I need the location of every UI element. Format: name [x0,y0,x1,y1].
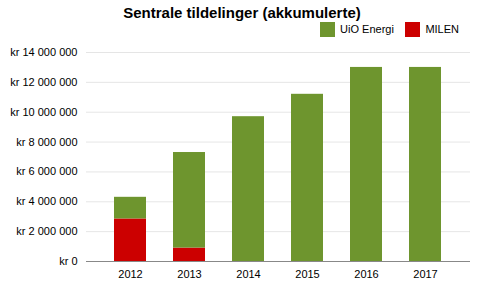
html-text:MILEN: MILEN [425,23,459,36]
svg-text:kr 4 000 000: kr 4 000 000 [16,195,77,207]
svg-text:kr 8 000 000: kr 8 000 000 [16,136,77,148]
svg-text:kr 6 000 000: kr 6 000 000 [16,165,77,177]
svg-text:2014: 2014 [236,268,260,280]
svg-text:kr 2 000 000: kr 2 000 000 [16,225,77,237]
svg-text:2015: 2015 [295,268,319,280]
svg-text:2012: 2012 [118,268,142,280]
svg-text:2016: 2016 [354,268,378,280]
svg-text:kr 14 000 000: kr 14 000 000 [10,46,77,58]
html-text:UiO Energi: UiO Energi [340,23,394,36]
svg-text:2017: 2017 [413,268,437,280]
svg-text:2013: 2013 [177,268,201,280]
svg-text:kr 10 000 000: kr 10 000 000 [10,106,77,118]
html-text:Sentrale tildelinger (akkumule: Sentrale tildelinger (akkumulerte) [123,4,361,21]
svg-text:kr 12 000 000: kr 12 000 000 [10,76,77,88]
svg-text:kr 0: kr 0 [59,255,77,267]
